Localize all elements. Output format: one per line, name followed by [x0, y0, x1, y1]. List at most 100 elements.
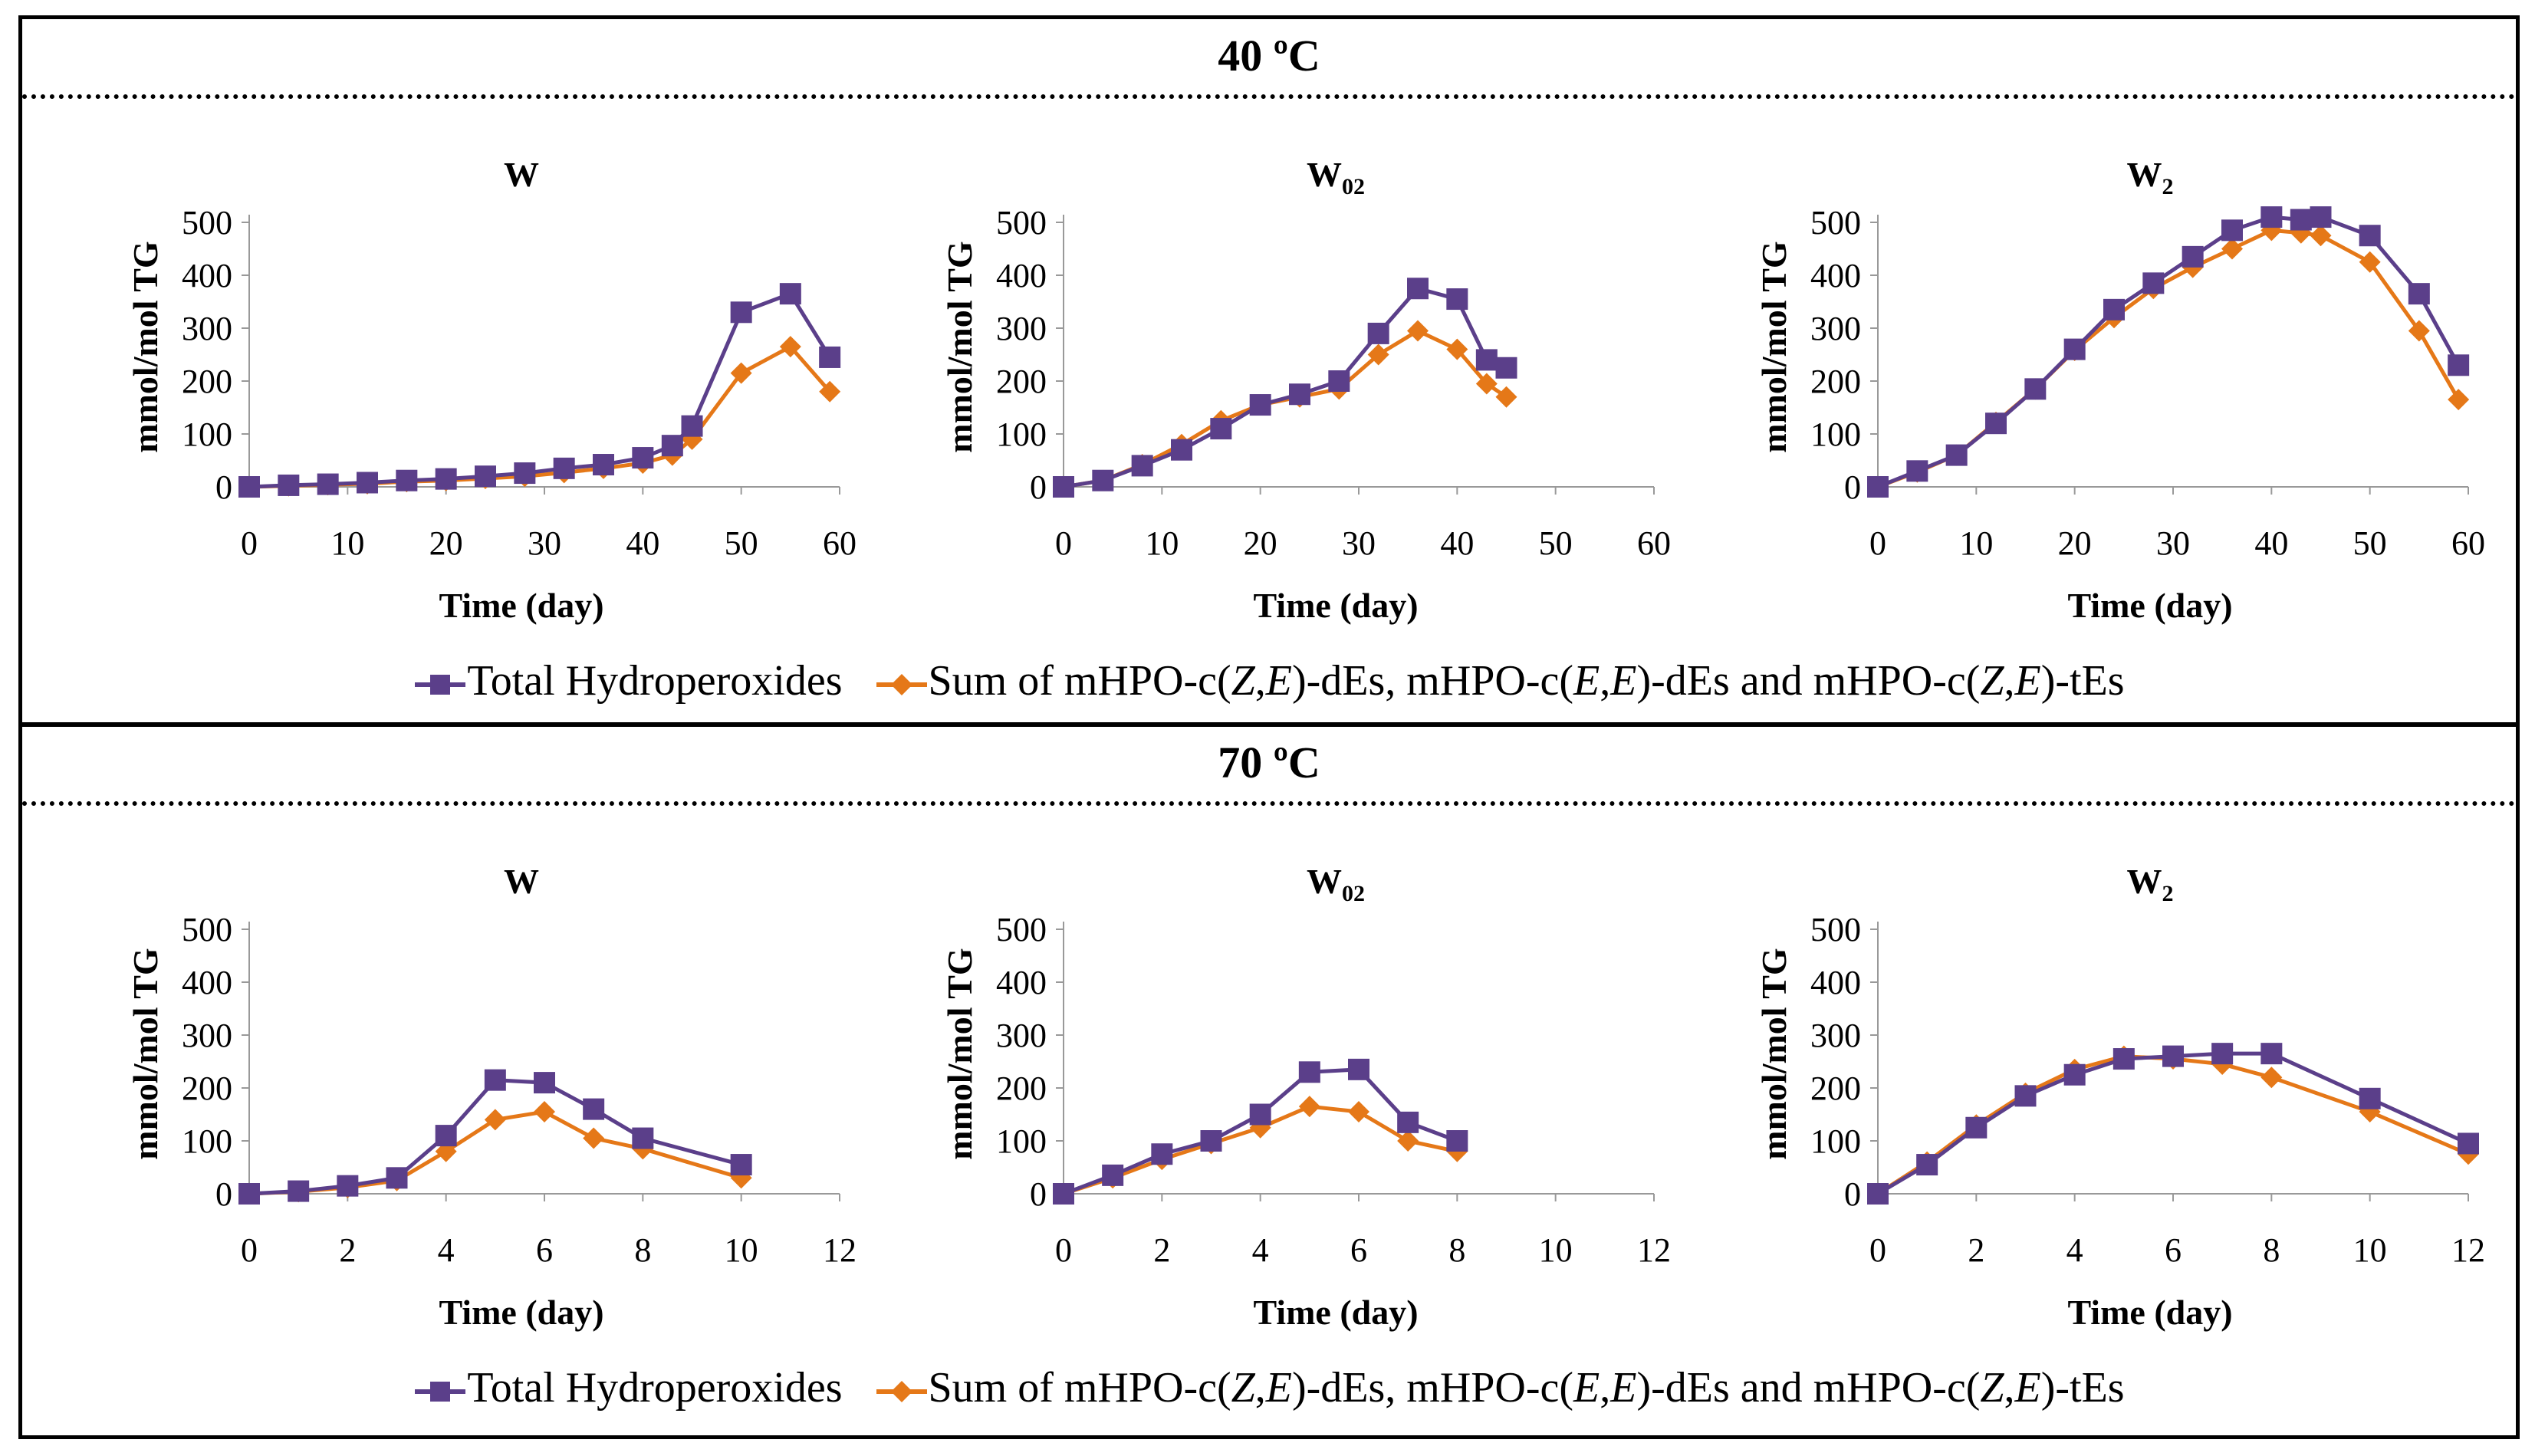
point-sum	[779, 336, 801, 358]
y-tick-label: 300	[182, 310, 232, 347]
point-total	[632, 1127, 654, 1149]
x-tick-label: 10	[330, 524, 364, 562]
point-total	[514, 462, 536, 485]
point-total	[1200, 1130, 1222, 1152]
y-tick-label: 0	[1844, 1175, 1861, 1213]
point-total	[337, 1175, 359, 1197]
y-tick-label: 400	[182, 964, 232, 1001]
x-tick-label: 20	[429, 524, 463, 562]
point-total	[2142, 272, 2165, 294]
legend: Total Hydroperoxides Sum of mHPO-c(Z,E)-…	[22, 652, 2516, 705]
point-total	[484, 1069, 506, 1091]
point-sum	[2448, 389, 2470, 411]
x-tick-label: 40	[1440, 524, 1474, 562]
x-tick-label: 0	[1055, 524, 1072, 562]
x-axis-label: Time (day)	[1253, 586, 1418, 625]
point-total	[2458, 1132, 2479, 1155]
chart-title-main: W	[2127, 862, 2162, 901]
point-total	[2024, 378, 2047, 400]
x-tick-label: 0	[1869, 524, 1886, 562]
point-sum	[1348, 1101, 1369, 1123]
point-sum	[484, 1109, 506, 1131]
x-tick-label: 12	[2451, 1231, 2485, 1269]
x-tick-label: 50	[2353, 524, 2387, 562]
point-total	[2063, 1063, 2086, 1086]
point-sum	[1367, 343, 1389, 366]
point-total	[593, 454, 614, 476]
x-axis-label: Time (day)	[439, 586, 603, 625]
point-total	[357, 472, 378, 494]
point-total	[435, 468, 457, 490]
y-tick-label: 200	[1810, 363, 1861, 400]
y-tick-label: 300	[996, 1017, 1047, 1054]
legend-total-label: Total Hydroperoxides	[467, 657, 843, 705]
x-tick-label: 60	[823, 524, 857, 562]
point-total	[2162, 1045, 2184, 1067]
legend-sum-marker	[876, 1381, 927, 1403]
point-total	[2221, 219, 2243, 242]
legend-total: Total Hydroperoxides	[413, 1363, 843, 1412]
point-total	[534, 1072, 555, 1094]
point-total	[2290, 209, 2312, 231]
chart-title-main: W	[1307, 155, 1342, 194]
point-total	[2211, 1043, 2234, 1065]
x-tick-label: 10	[725, 1231, 758, 1269]
y-tick-label: 200	[1810, 1070, 1861, 1107]
point-sum	[1298, 1096, 1320, 1118]
y-axis-label: mmol/mol TG	[1754, 948, 1794, 1159]
x-tick-label: 8	[634, 1231, 651, 1269]
x-tick-label: 12	[1637, 1231, 1671, 1269]
point-total	[1249, 1103, 1271, 1126]
x-tick-label: 4	[1252, 1231, 1269, 1269]
point-total	[1328, 370, 1350, 392]
point-total	[730, 1154, 752, 1176]
point-total	[730, 301, 752, 324]
point-total	[779, 283, 801, 305]
point-total	[1495, 357, 1517, 379]
y-tick-label: 500	[996, 204, 1047, 242]
point-sum	[2359, 251, 2381, 273]
x-tick-label: 30	[1342, 524, 1376, 562]
y-tick-label: 300	[182, 1017, 232, 1054]
x-tick-label: 50	[725, 524, 758, 562]
x-axis-label: Time (day)	[439, 1293, 603, 1332]
point-total	[1151, 1143, 1173, 1165]
point-total	[1397, 1111, 1419, 1133]
point-total	[1289, 383, 1310, 406]
legend-total-label: Total Hydroperoxides	[467, 1364, 843, 1412]
y-tick-label: 100	[1810, 1122, 1861, 1160]
x-tick-label: 10	[1145, 524, 1179, 562]
point-total	[1053, 476, 1074, 498]
y-tick-label: 300	[1810, 1017, 1861, 1054]
chart-70c-w: W 0 100 200 300 400 500 0 2 4 6 8 10 12 Time (day) mmol…	[126, 862, 857, 1332]
point-sum	[1407, 320, 1429, 342]
point-total	[1131, 455, 1153, 477]
x-tick-label: 2	[1153, 1231, 1170, 1269]
y-tick-label: 400	[996, 964, 1047, 1001]
legend-sum: Sum of mHPO-c(Z,E)-dEs, mHPO-c(E,E)-dEs …	[875, 656, 2125, 705]
point-total	[2310, 206, 2332, 228]
chart-title-sub: 02	[1342, 881, 1365, 906]
y-tick-label: 500	[1810, 204, 1861, 242]
legend-total: Total Hydroperoxides	[413, 656, 843, 705]
point-total	[1965, 1116, 1988, 1139]
y-axis-label: mmol/mol TG	[940, 948, 979, 1159]
chart-title-main: W	[504, 155, 539, 194]
y-tick-label: 200	[182, 363, 232, 400]
point-total	[1867, 476, 1889, 498]
series-line-total	[1877, 215, 2461, 489]
legend-sum-marker	[876, 674, 927, 696]
point-total	[1867, 1183, 1889, 1205]
y-tick-label: 200	[996, 363, 1047, 400]
point-total	[2014, 1085, 2037, 1107]
series-line-total	[248, 291, 832, 489]
chart-title: W02	[1307, 862, 1365, 906]
y-axis-label: mmol/mol TG	[126, 948, 165, 1159]
point-total	[1053, 1183, 1074, 1205]
x-tick-label: 0	[241, 1231, 258, 1269]
point-total	[2359, 225, 2381, 247]
x-tick-label: 2	[1968, 1231, 1984, 1269]
point-total	[681, 415, 703, 437]
